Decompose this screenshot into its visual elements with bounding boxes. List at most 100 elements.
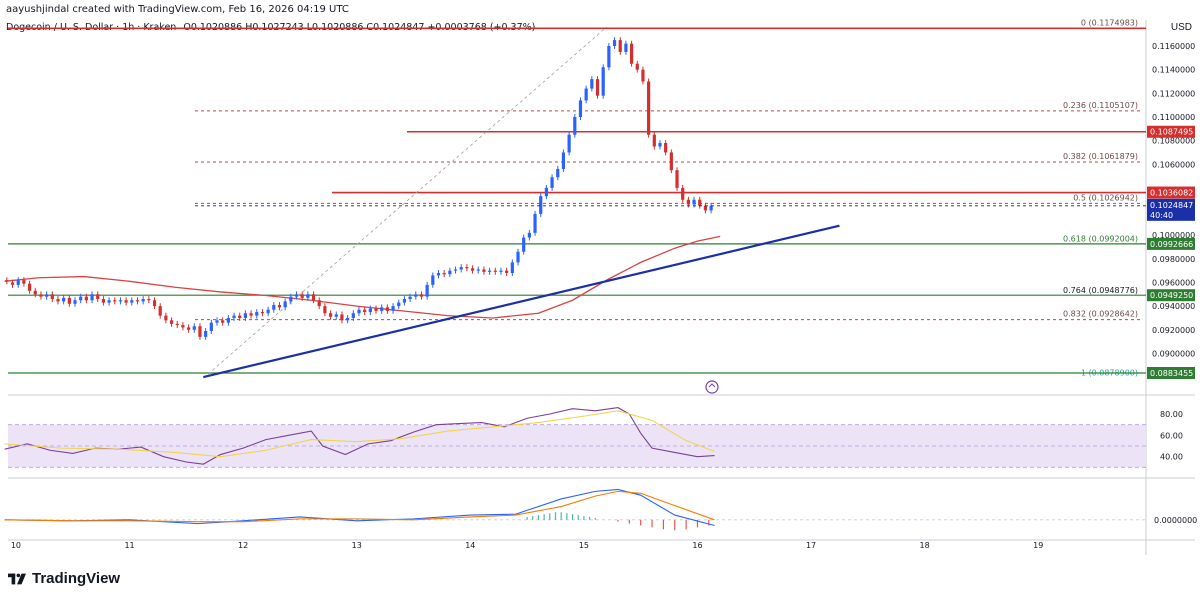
candle: [414, 294, 418, 297]
candle: [641, 69, 645, 82]
current-price-badge-bg: [1147, 198, 1195, 221]
price-axis-badge: 0.0883455: [1147, 367, 1195, 380]
rsi-tick-label: 60.00: [1160, 431, 1183, 440]
price-tick-label: 0.0940000: [1152, 302, 1195, 311]
candle: [147, 299, 151, 301]
candle: [703, 205, 708, 211]
candle: [368, 308, 372, 313]
price-axis-badge-text: 0.1036082: [1150, 189, 1193, 198]
candle: [175, 323, 179, 326]
fib-level-label: 0.764 (0.0948776): [1063, 286, 1138, 295]
candle: [522, 237, 526, 252]
candle: [476, 269, 480, 271]
price-tick-label: 0.1140000: [1152, 66, 1195, 75]
attribution-text: aayushjindal created with TradingView.co…: [6, 4, 349, 15]
candle: [294, 294, 299, 297]
price-tick-label: 0.1100000: [1152, 113, 1195, 122]
candle: [238, 315, 242, 318]
candle: [539, 196, 543, 214]
price-tick-label: 0.0960000: [1152, 278, 1195, 287]
candle: [516, 251, 520, 263]
candle: [56, 299, 60, 302]
tradingview-logo[interactable]: TradingView: [8, 570, 120, 587]
brand-name: TradingView: [32, 570, 121, 587]
candle: [328, 313, 333, 317]
price-axis-badge: 0.0949250: [1147, 289, 1195, 302]
price-tick-label: 0.0980000: [1152, 255, 1195, 264]
candle: [629, 43, 634, 64]
time-tick-label: 13: [352, 541, 362, 550]
candle: [363, 309, 367, 313]
price-axis-badge-text: 0.0949250: [1150, 291, 1193, 300]
candle: [283, 301, 287, 308]
candle: [664, 142, 668, 153]
candle: [346, 317, 350, 321]
candle: [408, 296, 412, 300]
candle: [50, 294, 54, 300]
time-tick-label: 16: [692, 541, 702, 550]
countdown-value: 40:40: [1150, 211, 1173, 220]
candle: [300, 294, 304, 298]
price-axis-badge-bg: [1147, 289, 1195, 302]
candle: [470, 268, 475, 271]
candle: [709, 205, 713, 211]
fib-anchor-line: [203, 26, 607, 379]
time-tick-label: 14: [465, 541, 475, 550]
candle: [113, 300, 117, 302]
candle: [442, 273, 446, 275]
candle: [62, 297, 66, 302]
price-tick-label: 0.0900000: [1152, 349, 1195, 358]
candle: [215, 320, 219, 323]
time-tick-label: 17: [806, 541, 816, 550]
candle: [544, 187, 548, 197]
candle: [374, 308, 378, 311]
time-tick-label: 18: [920, 541, 930, 550]
candle: [669, 152, 673, 171]
candle: [397, 302, 401, 307]
price-tick-label: 0.0920000: [1152, 326, 1195, 335]
candle: [243, 313, 247, 318]
price-axis-badge-bg: [1147, 186, 1195, 199]
price-axis-badge-text: 0.0992666: [1150, 240, 1193, 249]
rsi-tick-label: 40.00: [1160, 453, 1183, 462]
price-tick-label: 0.1080000: [1152, 137, 1195, 146]
macd-signal-line: [4, 490, 715, 523]
candle: [181, 325, 185, 328]
candle: [260, 312, 265, 314]
candle: [277, 304, 282, 308]
candle: [334, 314, 338, 317]
candle: [465, 267, 469, 269]
candle: [681, 187, 685, 200]
candle: [5, 280, 9, 282]
candle: [232, 315, 236, 318]
candle: [624, 43, 628, 52]
candle: [692, 199, 696, 205]
candle: [84, 296, 88, 301]
candle: [67, 297, 71, 304]
candle: [595, 79, 600, 96]
candle: [323, 306, 327, 314]
candle: [584, 88, 588, 101]
candle: [96, 294, 100, 300]
candle: [169, 320, 174, 324]
candle: [141, 299, 145, 302]
price-axis-badge: 0.1087495: [1147, 125, 1195, 138]
price-axis-badge: 0.0992666: [1147, 237, 1195, 250]
candle: [130, 300, 134, 303]
candle: [152, 300, 157, 307]
candle: [618, 40, 622, 52]
candle: [488, 270, 492, 272]
candle: [340, 314, 344, 321]
candle: [686, 199, 690, 205]
candle: [698, 199, 702, 206]
price-tick-label: 0.1160000: [1152, 42, 1195, 51]
candle: [612, 40, 617, 47]
candle: [16, 280, 20, 285]
rsi-tick-label: 80.00: [1160, 410, 1183, 419]
price-axis-badge-bg: [1147, 237, 1195, 250]
candle: [118, 300, 123, 302]
candle: [658, 142, 662, 147]
candle: [272, 304, 276, 310]
